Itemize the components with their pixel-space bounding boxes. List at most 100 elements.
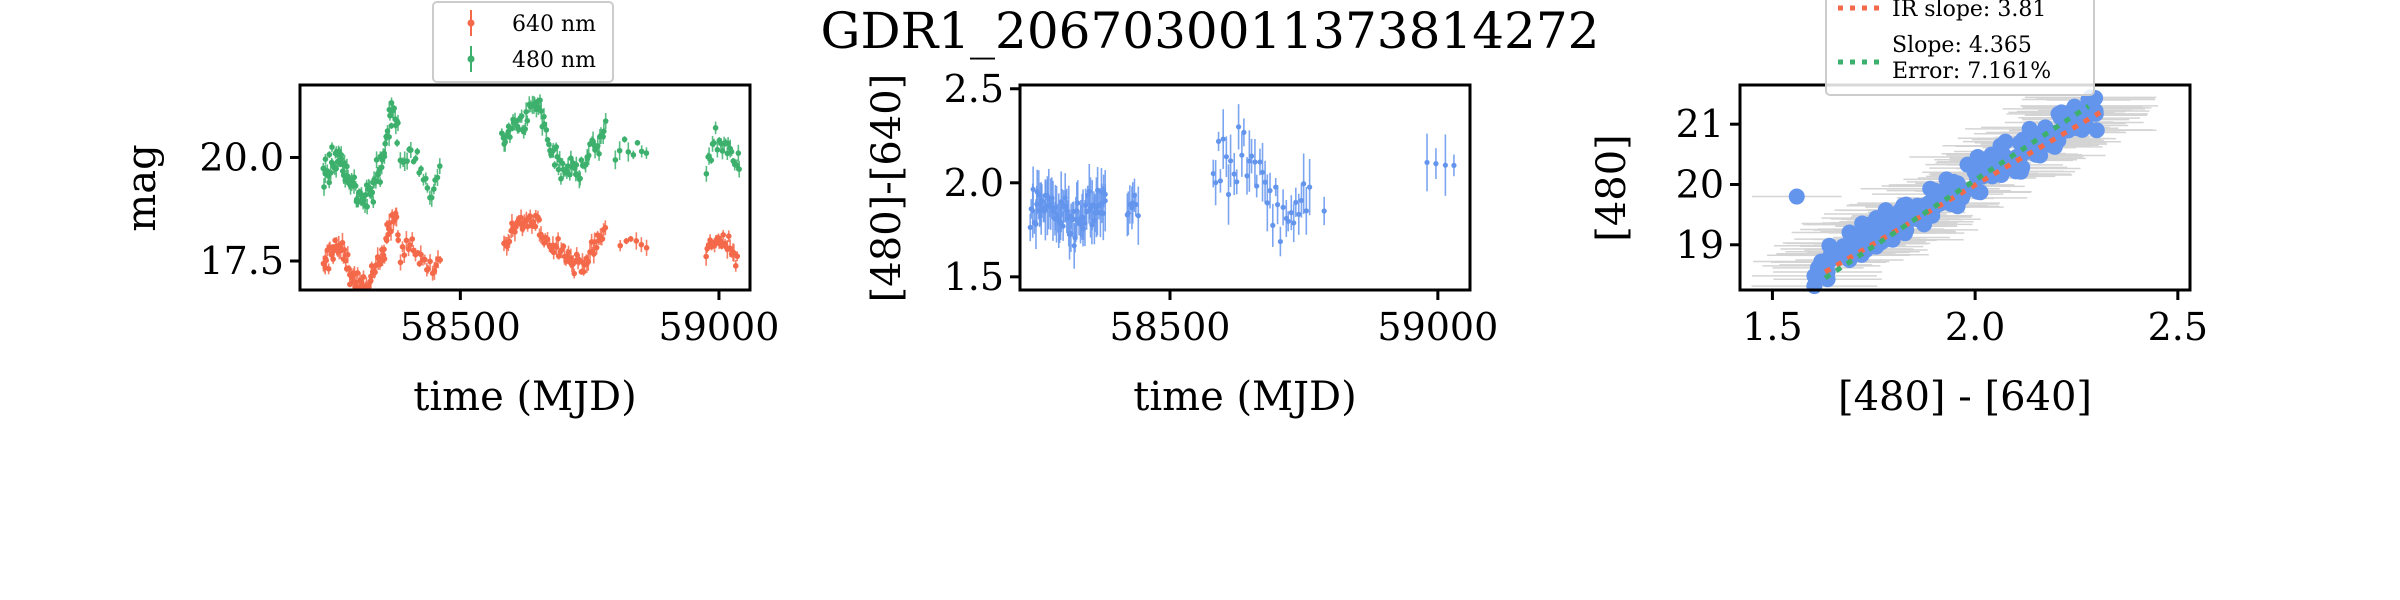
- lightcurve-point: [541, 113, 547, 120]
- lightcurve-point: [633, 238, 640, 244]
- color-curve-point: [1321, 208, 1327, 214]
- cmd-point: [1922, 180, 1939, 197]
- lightcurve-point: [590, 251, 597, 257]
- lightcurve-point: [560, 243, 567, 250]
- lightcurve-point: [378, 164, 385, 171]
- lightcurve-point: [507, 134, 513, 140]
- lightcurve-point: [518, 113, 525, 119]
- color-curve-point: [1433, 161, 1439, 167]
- lightcurve-point: [536, 216, 542, 223]
- lightcurve-point: [321, 184, 327, 190]
- lightcurve-point: [712, 125, 719, 131]
- color-magnitude-ytick-label: 20: [1676, 162, 1724, 206]
- lightcurve-frame: [298, 83, 752, 292]
- lightcurve-point: [543, 127, 550, 133]
- color-curve-point: [1027, 224, 1033, 231]
- lightcurve-point: [423, 175, 429, 182]
- lightcurve-point: [544, 137, 551, 143]
- lightcurve-point: [403, 237, 410, 244]
- lightcurve-ytick-label: 17.5: [199, 239, 284, 283]
- lightcurve-point: [377, 179, 384, 185]
- lightcurve-point: [630, 152, 637, 158]
- color-curve-point: [1303, 208, 1309, 214]
- lightcurve-point: [373, 157, 380, 163]
- lightcurve-point: [391, 105, 397, 112]
- lightcurve-point: [437, 163, 443, 169]
- color-curve-point: [1262, 179, 1268, 185]
- lightcurve-point: [408, 147, 414, 153]
- color-curve-frame: [1018, 83, 1472, 292]
- color-curve-point: [1217, 178, 1224, 184]
- lightcurve-point: [388, 228, 394, 235]
- lightcurve-point: [407, 242, 413, 249]
- lightcurve-point: [602, 224, 609, 231]
- lightcurve-point: [734, 253, 741, 260]
- lightcurve-point: [364, 203, 370, 210]
- color-curve-point: [1231, 171, 1237, 177]
- lightcurve-point: [506, 238, 513, 245]
- lightcurve-point: [437, 257, 443, 263]
- lightcurve-point: [571, 270, 578, 277]
- color-curve-point: [1215, 138, 1222, 144]
- lightcurve-point: [326, 179, 333, 186]
- lightcurve-point: [395, 232, 401, 238]
- color-curve-point: [1248, 153, 1255, 159]
- lightcurve-point: [727, 245, 733, 252]
- legend-640-label: 640 nm: [512, 12, 596, 37]
- legend-fit-slope-label: Slope: 4.365: [1892, 33, 2032, 58]
- lightcurve-point: [593, 244, 600, 251]
- lightcurve-point: [728, 148, 735, 155]
- color-curve-point: [1135, 213, 1141, 219]
- lightcurve-point: [578, 157, 585, 163]
- lightcurve-xtick-label: 58500: [400, 305, 521, 349]
- lightcurve-point: [714, 146, 721, 153]
- lightcurve-point: [395, 237, 402, 243]
- lightcurve-point: [585, 152, 592, 159]
- lightcurve-legend: 640 nm 480 nm: [432, 1, 614, 83]
- lightcurve-ylabel: mag: [119, 144, 165, 231]
- legend-480-label: 480 nm: [512, 48, 596, 73]
- panel-lightcurve: 58500 59000 17.5 20.0 time (MJD) mag 640 nm…: [119, 1, 779, 420]
- color-curve-point: [1235, 124, 1242, 130]
- color-curve-point: [1293, 199, 1299, 205]
- lightcurve-point: [555, 235, 561, 242]
- lightcurve-point: [344, 251, 351, 258]
- lightcurve-point: [538, 108, 545, 114]
- color-magnitude-legend-box: [1825, 0, 2095, 96]
- lightcurve-point: [518, 214, 524, 221]
- lightcurve-point: [638, 148, 645, 155]
- color-curve-point: [1285, 218, 1291, 224]
- lightcurve-point: [330, 256, 336, 262]
- lightcurve-point: [634, 140, 641, 146]
- color-curve-ytick-label: 2.0: [944, 161, 1004, 205]
- color-curve-point: [1270, 222, 1276, 228]
- lightcurve-point: [580, 268, 587, 275]
- lightcurve-point: [394, 140, 400, 146]
- lightcurve-point: [612, 157, 619, 163]
- lightcurve-point: [381, 256, 388, 262]
- lightcurve-point: [393, 214, 400, 220]
- cmd-point: [1861, 216, 1878, 233]
- lightcurve-point: [431, 186, 437, 192]
- color-curve-point: [1033, 221, 1039, 227]
- lightcurve-point: [428, 194, 435, 201]
- cmd-point: [2007, 163, 2024, 180]
- lightcurve-ytick-label: 20.0: [199, 135, 284, 179]
- lightcurve-point: [351, 174, 358, 181]
- color-curve-point: [1254, 183, 1260, 189]
- lightcurve-point: [553, 144, 560, 150]
- lightcurve-point: [585, 258, 592, 265]
- lightcurve-point: [418, 166, 424, 172]
- lightcurve-point: [546, 141, 552, 148]
- lightcurve-point: [708, 157, 715, 164]
- lightcurve-point: [344, 163, 350, 170]
- lightcurve-point: [382, 140, 388, 147]
- lightcurve-point: [388, 122, 395, 129]
- lightcurve-point: [733, 162, 740, 168]
- legend-fit-error-label: Error: 7.161%: [1892, 59, 2051, 84]
- lightcurve-point: [509, 125, 515, 132]
- color-curve-point: [1424, 159, 1430, 166]
- color-curve-point: [1257, 159, 1263, 165]
- color-curve-point: [1277, 238, 1283, 245]
- cmd-point: [1939, 177, 1956, 194]
